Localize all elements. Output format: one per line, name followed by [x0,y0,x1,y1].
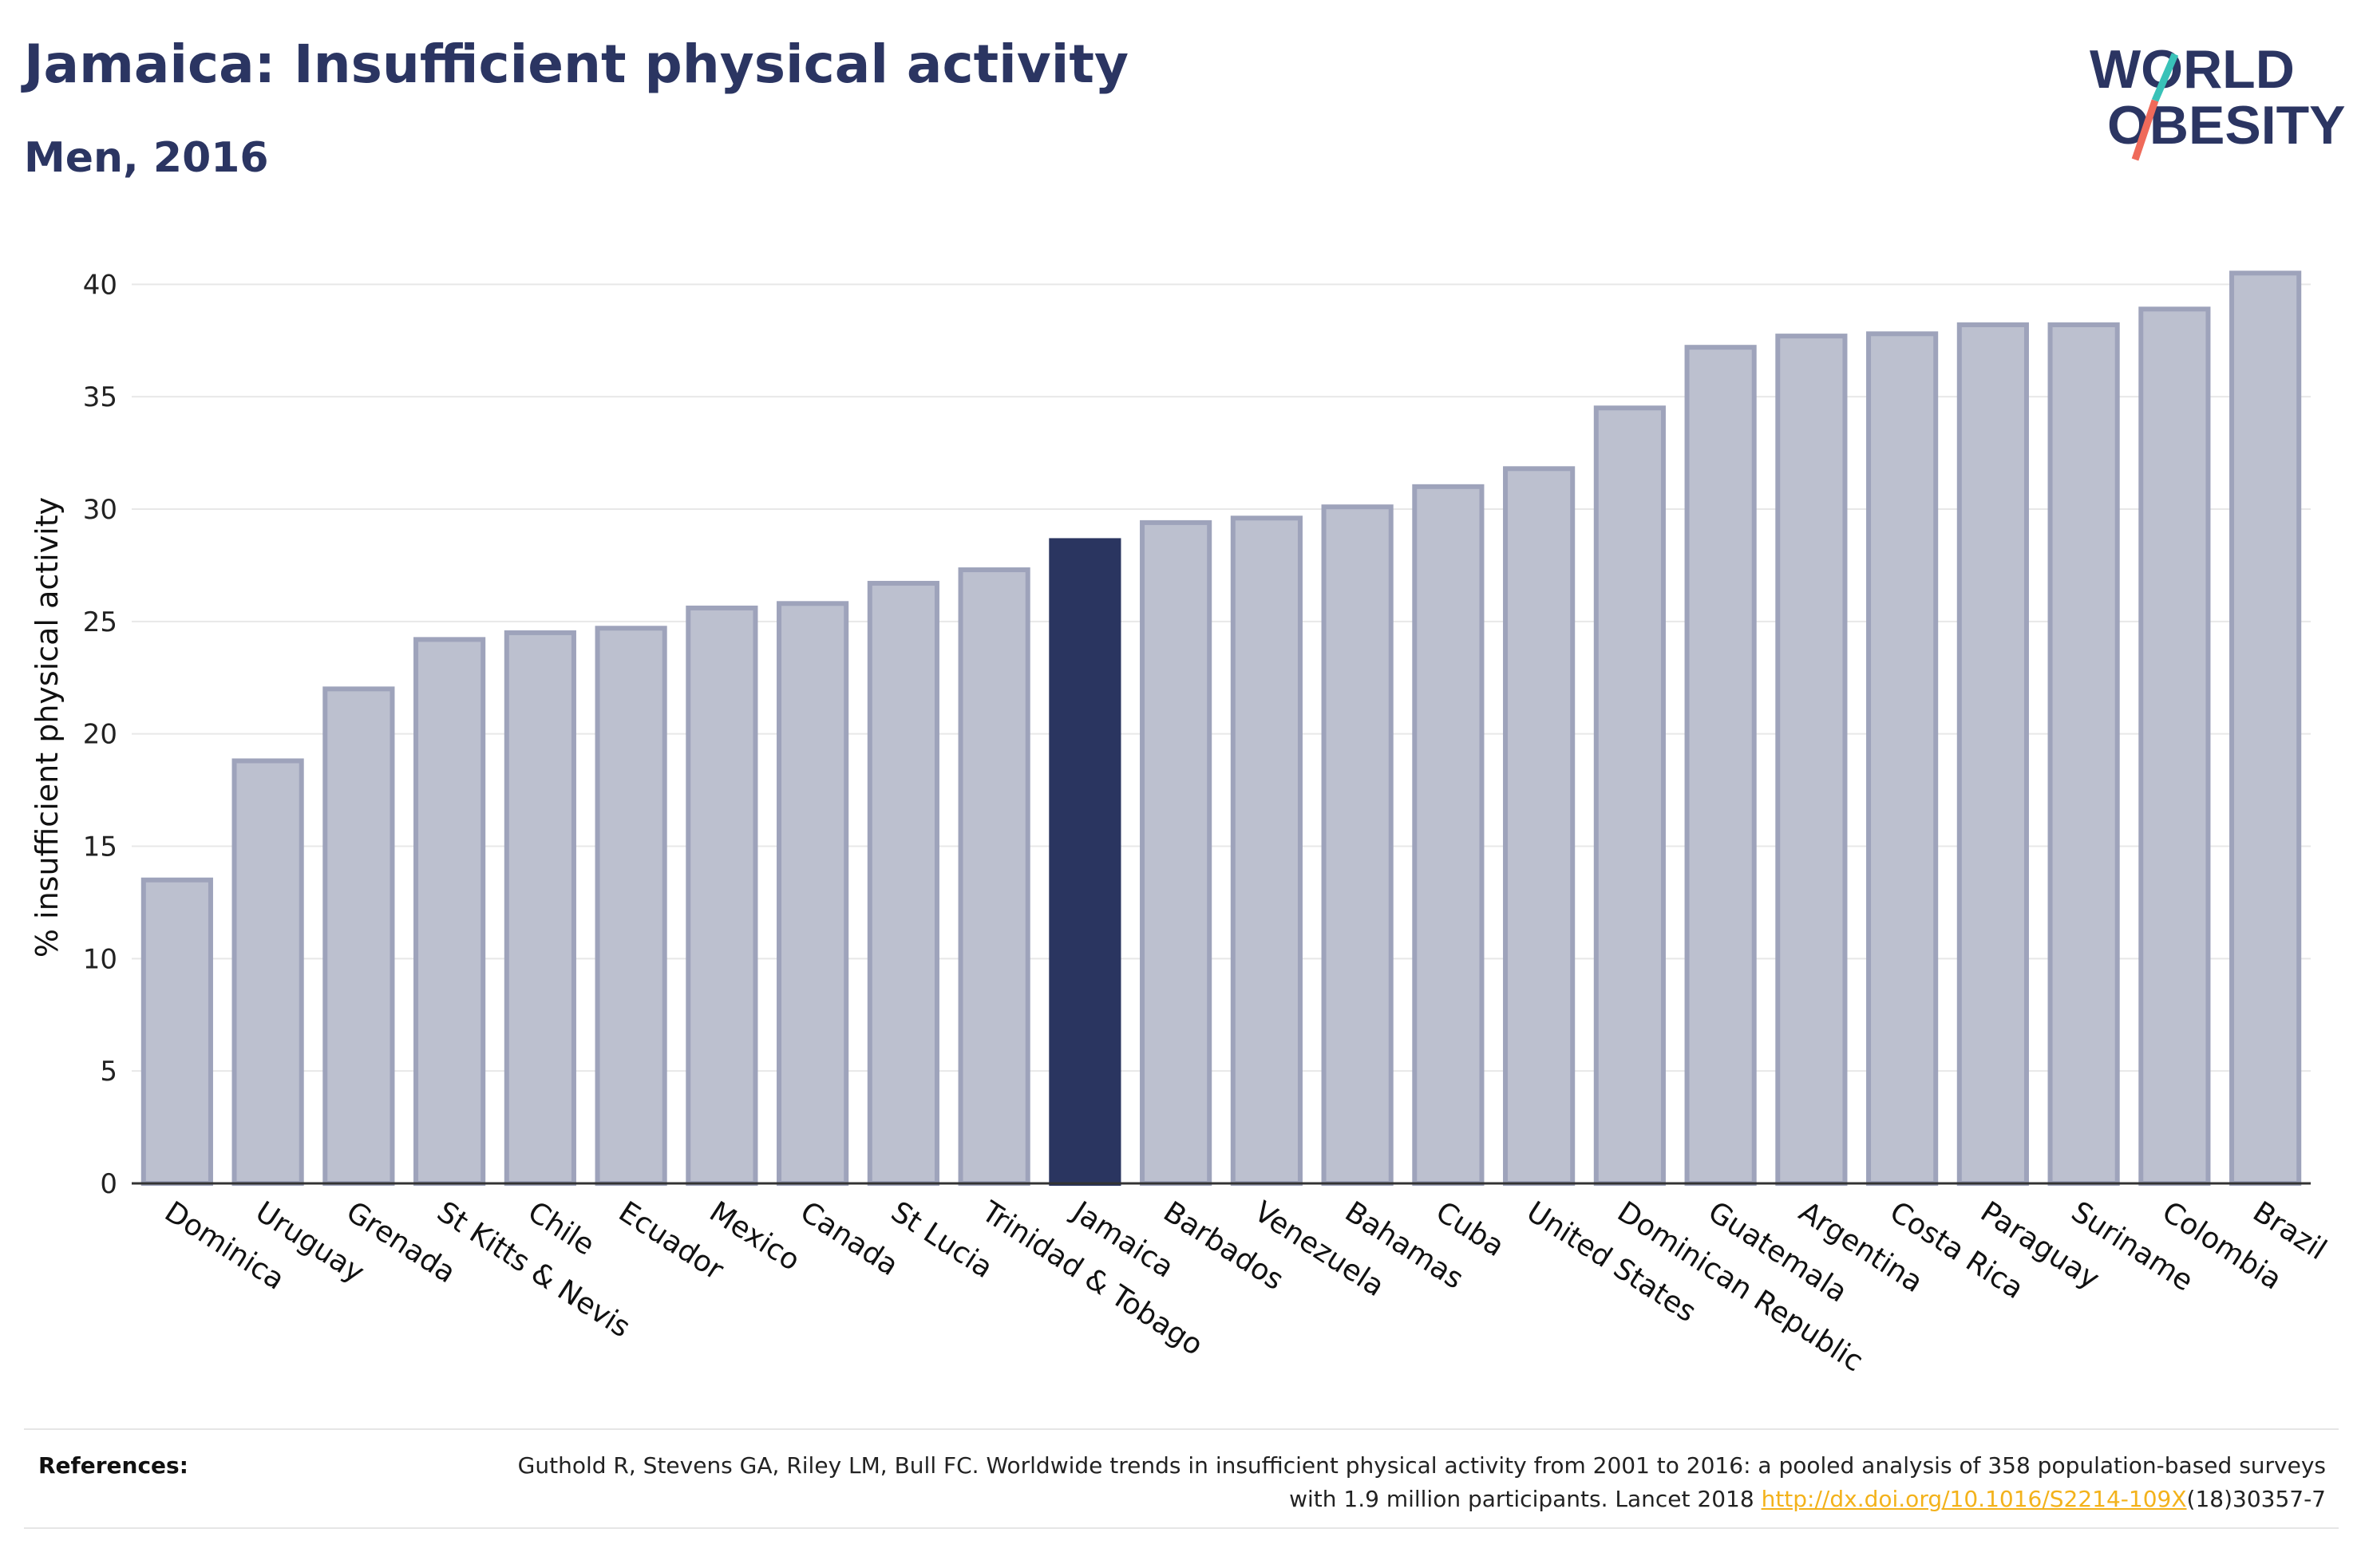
logo-slash-teal [2151,53,2179,102]
y-tick-label: 20 [83,719,117,751]
x-tick-label: St Lucia [885,1195,999,1285]
y-tick-label: 35 [83,381,117,413]
bar-brazil [2229,271,2302,1186]
y-tick-label: 5 [100,1056,117,1088]
references-text: Guthold R, Stevens GA, Riley LM, Bull FC… [490,1449,2326,1516]
y-axis-label: % insufficient physical activity [30,497,65,958]
bar-st-lucia [867,580,939,1186]
bar-jamaica [1049,538,1121,1186]
x-tick-label: Canada [794,1195,904,1282]
y-tick-label: 25 [83,606,117,638]
bar-mexico [686,605,758,1186]
bar-grenada [322,686,395,1186]
bar-trinidad-tobago [958,567,1030,1186]
bar-st-kitts-nevis [413,637,486,1186]
y-tick-label: 15 [83,831,117,863]
bar-canada [777,601,849,1186]
reference-citation-suffix: (18)30357-7 [2186,1486,2326,1512]
bar-argentina [1775,334,1848,1186]
bar-guatemala [1684,345,1757,1187]
bars [140,271,2302,1187]
reference-citation: Guthold R, Stevens GA, Riley LM, Bull FC… [517,1452,2326,1512]
references-box: References: Guthold R, Stevens GA, Riley… [24,1428,2339,1529]
bar-chile [504,630,576,1186]
bar-barbados [1140,519,1212,1186]
chart-subtitle: Men, 2016 [24,134,269,182]
references-label: References: [38,1452,188,1479]
y-tick-label: 0 [100,1168,117,1200]
chart-title: Jamaica: Insufficient physical activity [24,34,1129,95]
bar-colombia [2138,306,2211,1187]
world-obesity-logo: WORLD OBESITY [2090,39,2346,161]
bar-chart: 0 5 10 15 20 25 30 35 40 DominicaUruguayGrenadaS… [30,269,2332,1378]
logo-line-1: WORLD [2090,39,2295,100]
bar-bahamas [1321,504,1394,1186]
bar-costa-rica [1866,331,1939,1186]
reference-doi-link[interactable]: http://dx.doi.org/10.1016/S2214-109X [1761,1486,2187,1512]
y-tick-label: 10 [83,943,117,975]
bar-united-states [1503,466,1576,1186]
bar-dominica [140,877,213,1186]
gridlines [132,283,2311,1072]
bar-uruguay [231,758,304,1186]
y-tick-label: 40 [83,269,117,301]
bar-ecuador [595,626,667,1186]
bar-venezuela [1230,515,1303,1186]
bar-dominican-republic [1593,405,1666,1186]
bar-paraguay [1956,322,2029,1186]
bar-suriname [2047,322,2120,1186]
logo-slash-coral [2131,99,2159,161]
y-axis-ticks: 0 5 10 15 20 25 30 35 40 [83,269,117,1200]
y-tick-label: 30 [83,494,117,526]
bar-cuba [1412,484,1485,1186]
